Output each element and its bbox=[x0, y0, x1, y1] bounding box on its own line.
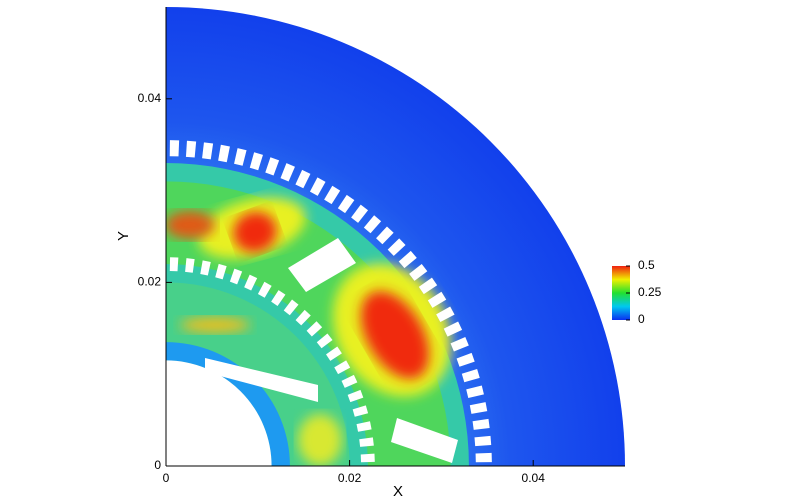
slot bbox=[341, 374, 358, 388]
vane bbox=[205, 358, 318, 402]
slot bbox=[334, 360, 351, 375]
slot bbox=[352, 405, 369, 417]
slot bbox=[229, 268, 243, 285]
slot bbox=[363, 215, 382, 234]
slot bbox=[461, 369, 480, 383]
slot bbox=[347, 389, 364, 403]
slot bbox=[409, 263, 428, 281]
slot bbox=[443, 321, 463, 337]
slot bbox=[249, 152, 263, 171]
slot bbox=[316, 333, 333, 349]
contour-field bbox=[166, 7, 625, 466]
colorbar-tick-label: 0.5 bbox=[638, 258, 655, 272]
slot bbox=[474, 435, 492, 447]
slot bbox=[306, 321, 323, 337]
colorbar-tick-label: 0.25 bbox=[638, 285, 662, 299]
y-axis-title: Y bbox=[115, 231, 132, 241]
slot bbox=[280, 163, 295, 182]
slot bbox=[475, 452, 492, 463]
hotspot-halo bbox=[298, 414, 342, 466]
slot bbox=[185, 258, 195, 273]
slot bbox=[456, 352, 475, 367]
colorbar-tick-label: 0 bbox=[638, 312, 645, 326]
slot bbox=[469, 402, 488, 414]
hotspot bbox=[233, 211, 277, 253]
x-tick-label: 0.04 bbox=[522, 471, 546, 485]
slot bbox=[360, 453, 375, 463]
slot bbox=[200, 260, 211, 276]
slot bbox=[215, 263, 227, 280]
y-tick-label: 0.04 bbox=[138, 91, 162, 105]
slot bbox=[418, 277, 438, 295]
slot bbox=[337, 194, 355, 214]
vane bbox=[391, 418, 458, 463]
slot bbox=[376, 226, 394, 245]
hotspot-halo bbox=[180, 317, 250, 333]
x-axis-title: X bbox=[393, 483, 403, 500]
hotspot bbox=[166, 211, 215, 239]
y-tick-label: 0.02 bbox=[138, 275, 162, 289]
slot bbox=[185, 140, 197, 158]
slot bbox=[326, 346, 342, 361]
slot bbox=[309, 177, 326, 196]
slot bbox=[234, 148, 247, 166]
slot bbox=[427, 291, 447, 308]
slot bbox=[169, 257, 179, 272]
slot bbox=[218, 144, 230, 163]
slot bbox=[450, 337, 469, 352]
slot bbox=[356, 421, 372, 432]
slot bbox=[257, 281, 272, 298]
slot bbox=[436, 306, 455, 323]
slot bbox=[265, 157, 280, 176]
slot bbox=[398, 250, 417, 269]
slot bbox=[351, 204, 369, 223]
slot bbox=[169, 140, 180, 157]
slot bbox=[244, 274, 258, 291]
slot bbox=[324, 185, 341, 205]
slot bbox=[359, 437, 374, 447]
hotspot bbox=[360, 291, 430, 379]
colorbar bbox=[612, 266, 630, 320]
slot bbox=[271, 290, 286, 306]
slot bbox=[472, 418, 490, 430]
slot bbox=[202, 142, 214, 160]
slot bbox=[295, 169, 311, 189]
slot bbox=[466, 385, 484, 398]
y-tick-label: 0 bbox=[154, 458, 161, 472]
x-tick-label: 0 bbox=[163, 471, 170, 485]
vane bbox=[288, 238, 356, 292]
slot bbox=[295, 309, 311, 326]
x-tick-label: 0.02 bbox=[338, 471, 362, 485]
hub bbox=[166, 360, 272, 466]
slot bbox=[387, 238, 406, 256]
slot bbox=[283, 299, 299, 316]
